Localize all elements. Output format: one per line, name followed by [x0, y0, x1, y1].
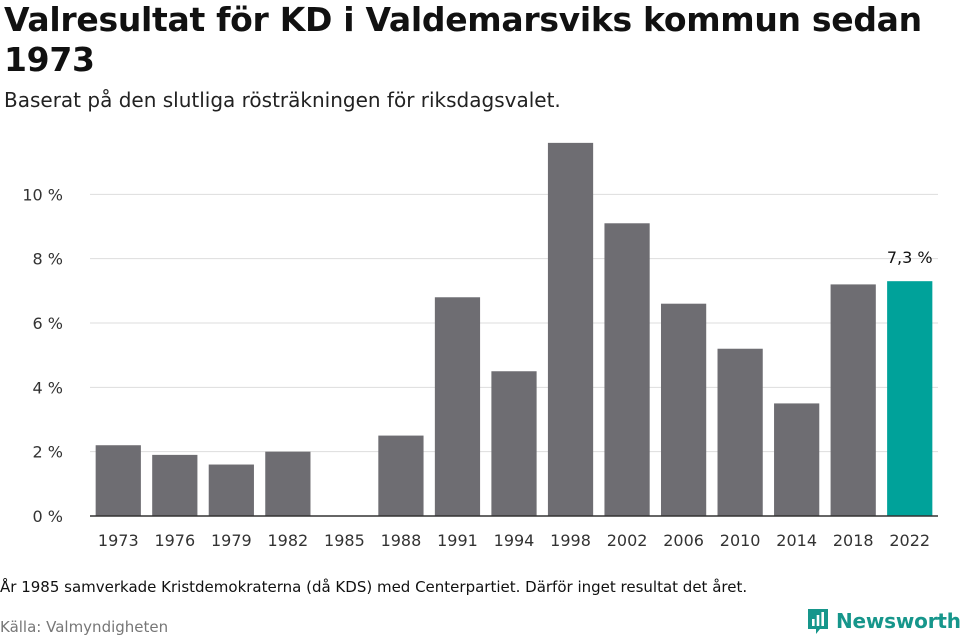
bar-2010	[717, 348, 763, 516]
x-tick-label: 2006	[663, 531, 704, 550]
x-tick-label: 2014	[776, 531, 817, 550]
bar-1998	[547, 142, 594, 516]
x-tick-label: 1994	[494, 531, 535, 550]
bar-2022	[887, 281, 933, 516]
y-tick-label: 0 %	[33, 507, 63, 526]
x-tick-label: 1991	[437, 531, 478, 550]
bars	[95, 142, 933, 517]
bar-1991	[434, 297, 481, 516]
source-note: Källa: Valmyndigheten	[0, 618, 169, 636]
x-tick-label: 1979	[211, 531, 252, 550]
bar-1979	[208, 464, 254, 516]
x-tick-label: 1988	[381, 531, 422, 550]
brand-name: Newsworthy	[836, 609, 960, 633]
y-axis-ticks: 0 % 2 % 4 % 6 % 8 % 10 %	[22, 185, 63, 526]
chart-subtitle: Baserat på den slutliga rösträkningen fö…	[4, 88, 561, 112]
x-tick-label: 1998	[550, 531, 591, 550]
bar-2006	[660, 303, 707, 516]
bar-1973	[95, 445, 141, 516]
x-tick-label: 2010	[720, 531, 761, 550]
footnote: År 1985 samverkade Kristdemokraterna (då…	[0, 578, 748, 596]
x-tick-label: 1985	[324, 531, 365, 550]
bar-1988	[378, 435, 424, 516]
bar-2018	[830, 284, 876, 516]
bar-2002	[604, 223, 650, 517]
x-tick-label: 1973	[98, 531, 139, 550]
y-tick-label: 4 %	[33, 378, 63, 397]
x-axis-ticks: 1973 1976 1979 1982 1985 1988 1991 1994 1998 2002…	[98, 531, 930, 550]
data-label: 7,3 %	[887, 248, 933, 267]
x-tick-label: 2002	[607, 531, 648, 550]
bar-chart-logo-icon	[808, 609, 828, 634]
brand-logo: Newsworthy	[806, 607, 960, 635]
x-tick-label: 2022	[889, 531, 930, 550]
bar-1976	[152, 454, 198, 516]
bar-chart: 0 % 2 % 4 % 6 % 8 % 10 % 1973 1976 1979 1982 1985…	[22, 142, 938, 550]
x-tick-label: 2018	[833, 531, 874, 550]
chart-title: Valresultat för KD i Valdemarsviks kommu…	[4, 0, 922, 79]
bar-1994	[491, 371, 537, 516]
y-tick-label: 8 %	[33, 250, 63, 269]
y-tick-label: 2 %	[33, 443, 63, 462]
x-tick-label: 1982	[268, 531, 309, 550]
y-tick-label: 10 %	[22, 185, 63, 204]
y-tick-label: 6 %	[33, 314, 63, 333]
x-tick-label: 1976	[154, 531, 195, 550]
data-labels: 7,3 %	[887, 248, 933, 267]
bar-2014	[774, 403, 820, 516]
bar-1982	[265, 451, 311, 516]
